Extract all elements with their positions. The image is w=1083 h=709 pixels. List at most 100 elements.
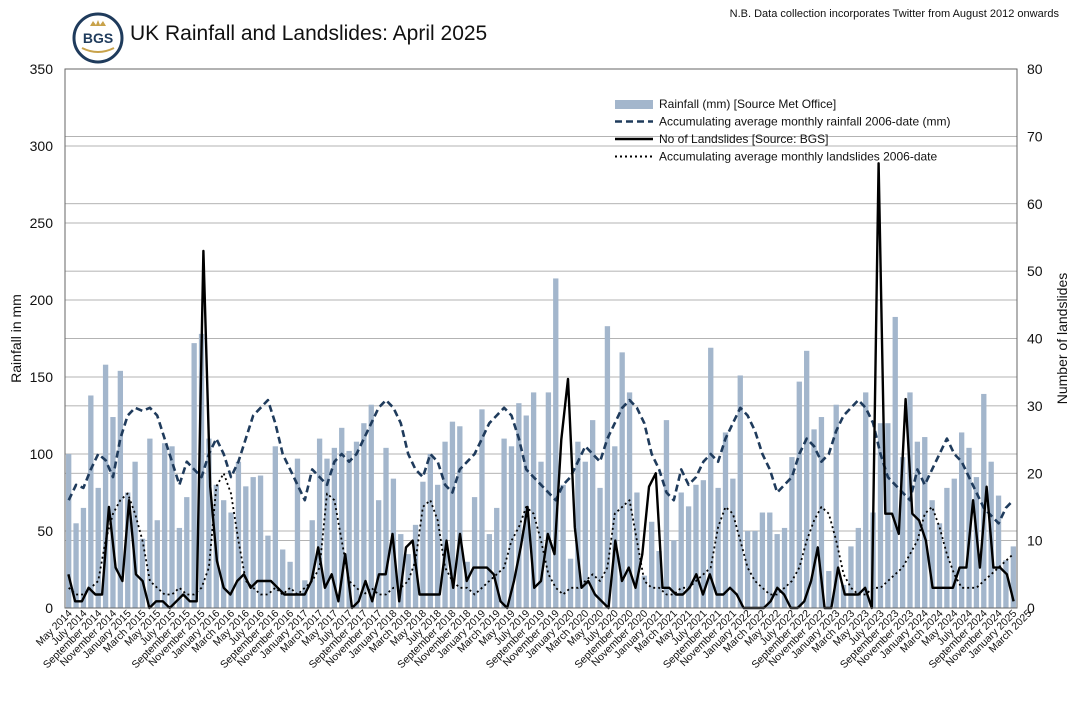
rainfall-bar — [951, 478, 957, 608]
rainfall-bar — [855, 527, 861, 608]
y-tick-label: 200 — [30, 292, 54, 308]
rainfall-bar — [641, 575, 647, 608]
rainfall-bar — [154, 520, 160, 608]
rainfall-bar — [597, 487, 603, 608]
rainfall-bar — [479, 409, 485, 608]
legend-entry: No of Landslides [Source: BGS] — [659, 132, 828, 146]
rainfall-bar — [663, 420, 670, 608]
rainfall-bar — [826, 571, 832, 608]
rainfall-bar — [685, 506, 692, 608]
rainfall-bar — [206, 438, 212, 608]
rainfall-bar — [464, 561, 470, 608]
rainfall-bar — [95, 487, 101, 608]
y2-tick-label: 20 — [1027, 465, 1043, 481]
rainfall-bar — [553, 278, 559, 608]
legend-entry: Accumulating average monthly landslides … — [659, 150, 937, 164]
rainfall-bar — [139, 538, 146, 608]
rainfall-bar — [309, 520, 315, 608]
series-lines — [67, 162, 1015, 610]
y2-tick-label: 0 — [1027, 600, 1035, 616]
rainfall-bar — [612, 446, 618, 608]
rainfall-bar — [132, 461, 138, 608]
rainfall-bar — [420, 481, 426, 608]
rainfall-bar — [125, 492, 131, 608]
rainfall-bar — [575, 441, 581, 608]
rainfall-bar — [914, 441, 921, 608]
y-tick-label: 50 — [37, 523, 53, 539]
rainfall-bar — [294, 458, 301, 608]
rainfall-bar — [885, 423, 891, 608]
y2-tick-label: 50 — [1027, 263, 1043, 279]
rainfall-bar — [169, 446, 175, 608]
rainfall-bar — [715, 487, 721, 608]
rainfall-bar — [243, 486, 249, 608]
rainfall-bar — [789, 457, 795, 608]
legend-swatch-rainfall — [615, 100, 653, 109]
rainfall-bar — [722, 432, 729, 608]
rainfall-bar — [781, 527, 788, 608]
rainfall-bar — [774, 534, 780, 608]
rainfall-bar — [508, 446, 515, 608]
rainfall-bar — [176, 527, 183, 608]
rainfall-bar — [88, 395, 94, 608]
rainfall-bar — [265, 535, 271, 608]
rainfall-bar — [848, 546, 854, 608]
rainfall-bar — [339, 427, 345, 608]
rainfall-bar — [811, 429, 817, 608]
rainfall-bar — [567, 558, 574, 608]
rainfall-bar — [634, 492, 640, 608]
rainfall-bar — [442, 441, 448, 608]
rainfall-bar — [102, 364, 109, 608]
y2-tick-label: 60 — [1027, 196, 1043, 212]
rainfall-bar — [272, 446, 278, 608]
rainfall-bar — [117, 370, 124, 608]
y2-tick-label: 10 — [1027, 533, 1043, 549]
rainfall-bar — [966, 447, 972, 608]
rainfall-bar — [110, 417, 116, 608]
rainfall-bar — [361, 423, 367, 608]
rainfall-bar — [383, 447, 389, 608]
rainfall-bar — [457, 426, 463, 608]
y2-axis-label: Number of landslides — [1054, 273, 1070, 405]
rainfall-bar — [316, 438, 323, 608]
rainfall-bar — [449, 421, 456, 608]
rainfall-bar — [863, 392, 869, 608]
y-tick-label: 300 — [30, 138, 54, 154]
rainfall-bar — [66, 454, 72, 608]
rainfall-bar — [693, 484, 699, 608]
y-tick-label: 350 — [30, 61, 54, 77]
rainfall-bar — [767, 512, 773, 608]
rainfall-bar — [184, 497, 190, 608]
data-collection-note: N.B. Data collection incorporates Twitte… — [729, 8, 1059, 20]
rainfall-bar — [545, 392, 552, 608]
rainfall-bar — [538, 461, 544, 608]
chart-title: UK Rainfall and Landslides: April 2025 — [130, 22, 488, 45]
rainfall-bar — [892, 316, 898, 608]
rainfall-bar — [671, 540, 677, 608]
rainfall-bar — [929, 500, 935, 608]
rainfall-bar — [375, 500, 382, 608]
rainfall-bar — [796, 381, 802, 608]
rainfall-bar — [1010, 546, 1016, 608]
rainfall-bar — [405, 554, 411, 608]
rainfall-bar — [582, 461, 588, 608]
rainfall-bar — [759, 512, 766, 608]
rainfall-bar — [257, 475, 264, 608]
rainfall-bar — [936, 523, 943, 608]
rainfall-bar — [221, 500, 227, 608]
rainfall-bar — [346, 450, 352, 608]
rainfall-bar — [678, 492, 684, 608]
rainfall-bar — [73, 523, 79, 608]
rainfall-bar — [833, 404, 839, 608]
y-tick-label: 250 — [30, 215, 54, 231]
rainfall-bar — [353, 441, 360, 608]
rainfall-bar — [656, 551, 662, 608]
rainfall-bar — [280, 549, 286, 608]
avg-rainfall-line — [67, 398, 1015, 525]
y-tick-label: 150 — [30, 369, 54, 385]
avg-landslides-line — [68, 472, 1014, 596]
rainfall-bar — [560, 484, 566, 608]
rainfall-bar — [530, 392, 537, 608]
rainfall-bar — [899, 457, 906, 608]
logo-text: BGS — [83, 30, 113, 46]
